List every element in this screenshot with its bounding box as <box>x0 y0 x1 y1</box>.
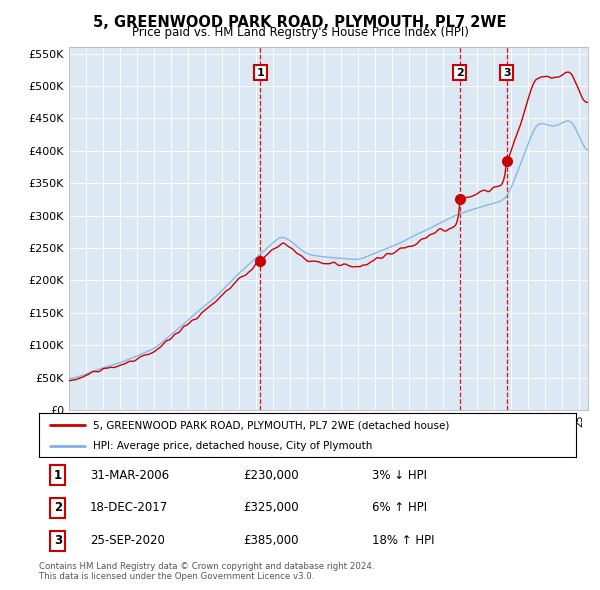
Text: 1: 1 <box>257 68 265 78</box>
Text: 3% ↓ HPI: 3% ↓ HPI <box>372 469 427 482</box>
Text: HPI: Average price, detached house, City of Plymouth: HPI: Average price, detached house, City… <box>93 441 372 451</box>
Text: 2: 2 <box>456 68 464 78</box>
Text: 1: 1 <box>54 469 62 482</box>
Text: £230,000: £230,000 <box>243 469 299 482</box>
Text: Price paid vs. HM Land Registry's House Price Index (HPI): Price paid vs. HM Land Registry's House … <box>131 26 469 39</box>
Text: 3: 3 <box>54 534 62 547</box>
Text: 5, GREENWOOD PARK ROAD, PLYMOUTH, PL7 2WE: 5, GREENWOOD PARK ROAD, PLYMOUTH, PL7 2W… <box>93 15 507 30</box>
Text: 18% ↑ HPI: 18% ↑ HPI <box>372 534 434 547</box>
Text: 2: 2 <box>54 502 62 514</box>
Text: £325,000: £325,000 <box>243 502 299 514</box>
Text: 5, GREENWOOD PARK ROAD, PLYMOUTH, PL7 2WE (detached house): 5, GREENWOOD PARK ROAD, PLYMOUTH, PL7 2W… <box>93 421 449 430</box>
Text: 3: 3 <box>503 68 511 78</box>
Text: 18-DEC-2017: 18-DEC-2017 <box>90 502 168 514</box>
Text: 25-SEP-2020: 25-SEP-2020 <box>90 534 165 547</box>
Text: Contains HM Land Registry data © Crown copyright and database right 2024.
This d: Contains HM Land Registry data © Crown c… <box>39 562 374 581</box>
Text: £385,000: £385,000 <box>243 534 299 547</box>
Text: 31-MAR-2006: 31-MAR-2006 <box>90 469 169 482</box>
Text: 6% ↑ HPI: 6% ↑ HPI <box>372 502 427 514</box>
